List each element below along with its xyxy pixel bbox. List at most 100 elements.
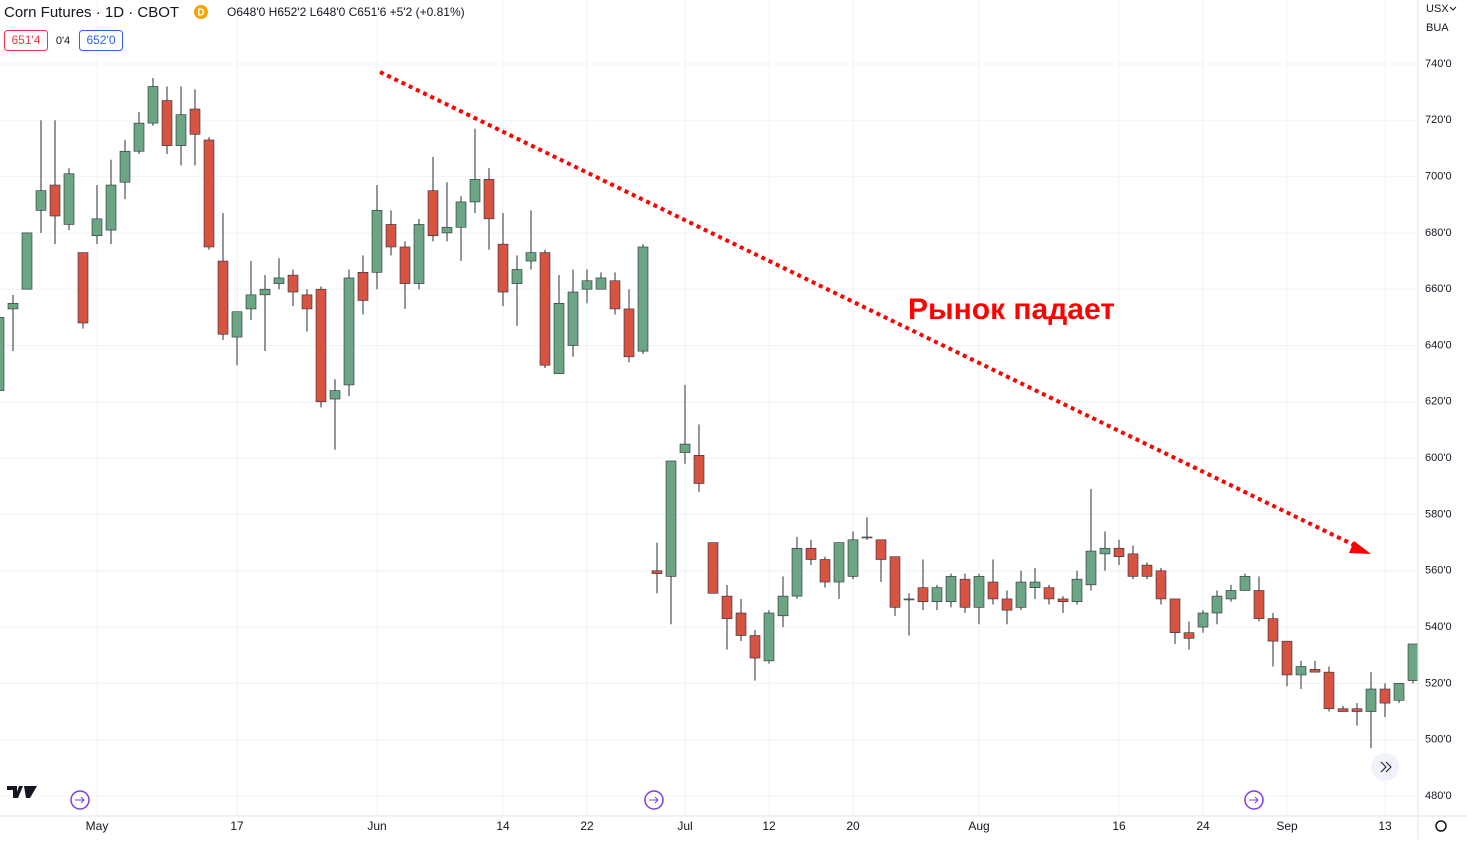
candle-body <box>1211 595 1223 614</box>
candle-body <box>287 274 299 293</box>
y-tick-label: 600'0 <box>1425 452 1452 464</box>
spread: 0'4 <box>56 35 70 47</box>
candle-body <box>49 184 61 217</box>
candle-body <box>231 311 243 338</box>
candle-body <box>903 598 915 601</box>
candle-body <box>1183 632 1195 639</box>
candle-body <box>133 122 145 152</box>
candle-body <box>959 578 971 608</box>
candle-body <box>469 179 481 203</box>
ask: 652'0 <box>87 33 116 47</box>
candle-body <box>525 252 537 262</box>
candle-body <box>77 252 89 324</box>
ohlc-summary: O648'0 H652'2 L648'0 C651'6 +5'2 (+0.81%… <box>227 5 465 19</box>
candle-body <box>1099 547 1111 555</box>
settings-button[interactable] <box>1435 820 1447 832</box>
candle-body <box>497 243 509 293</box>
candle-body <box>245 294 257 310</box>
y-tick-label: 680'0 <box>1425 227 1452 239</box>
y-tick-label: 640'0 <box>1425 339 1452 351</box>
currency-dropdown[interactable] <box>1449 6 1457 11</box>
candle-body <box>623 308 635 358</box>
candle-body <box>721 595 733 619</box>
candle-body <box>1141 564 1153 577</box>
event-arrow <box>1249 796 1259 804</box>
candle-body <box>665 460 677 577</box>
candle-body <box>119 150 131 183</box>
candle-body <box>399 246 411 284</box>
x-tick-label: 24 <box>1196 819 1210 833</box>
candle-body <box>0 317 5 391</box>
candle-body <box>1281 640 1293 676</box>
y-tick-label: 580'0 <box>1425 508 1452 520</box>
x-tick-label: May <box>86 819 109 833</box>
scroll-button[interactable] <box>1371 753 1399 781</box>
candle-body <box>889 556 901 608</box>
candle-body <box>1393 683 1405 701</box>
x-tick-label: 14 <box>496 819 510 833</box>
event-arrow <box>649 796 659 804</box>
candle-body <box>329 390 341 400</box>
x-tick-label: Aug <box>968 819 989 833</box>
candle-body <box>1309 669 1321 673</box>
y-tick-label: 480'0 <box>1425 790 1452 802</box>
arrow-head <box>1349 541 1371 554</box>
candle-body <box>441 226 453 234</box>
x-tick-label: Jun <box>367 819 386 833</box>
candle-body <box>203 139 215 248</box>
grid <box>0 0 1418 816</box>
trend-arrow <box>379 70 1371 554</box>
y-tick-label: 540'0 <box>1425 621 1452 633</box>
candle-body <box>1001 598 1013 611</box>
currency[interactable]: USX <box>1426 3 1449 15</box>
candle-body <box>875 539 887 560</box>
candle-body <box>651 570 663 574</box>
candle-body <box>161 100 173 146</box>
candle-body <box>1155 570 1167 600</box>
candle-body <box>567 291 579 346</box>
candle-body <box>581 280 593 290</box>
candle-body <box>1365 688 1377 712</box>
x-tick-label: 16 <box>1112 819 1126 833</box>
candle-body <box>1169 598 1181 634</box>
chart-title: Corn Futures · 1D · CBOT <box>4 4 179 21</box>
candle-body <box>413 224 425 284</box>
candle-body <box>1197 612 1209 628</box>
bid-box[interactable] <box>4 30 48 51</box>
candle-body <box>175 114 187 146</box>
candle-body <box>315 288 327 403</box>
candle-body <box>483 179 495 220</box>
x-tick-label: 22 <box>580 819 594 833</box>
badge-icon <box>194 5 208 19</box>
candle-body <box>273 277 285 284</box>
candle-body <box>1085 550 1097 586</box>
candle-body <box>1029 581 1041 588</box>
x-tick-label: Sep <box>1276 819 1298 833</box>
candle-body <box>371 210 383 273</box>
candle-body <box>1267 618 1279 642</box>
y-tick-label: 660'0 <box>1425 283 1452 295</box>
logo-shape <box>7 786 37 798</box>
candle-body <box>777 595 789 617</box>
candle-body <box>679 443 691 453</box>
candle-body <box>595 277 607 290</box>
ask-box[interactable] <box>79 30 123 51</box>
candle-body <box>147 86 159 124</box>
candle-body <box>427 190 439 237</box>
candle-body <box>189 108 201 135</box>
candle-body <box>511 269 523 284</box>
y-tick-label: 560'0 <box>1425 565 1452 577</box>
candle-body <box>1015 581 1027 608</box>
candle-body <box>1127 553 1139 577</box>
candle-body <box>21 232 33 290</box>
candle-body <box>861 536 873 539</box>
arrow-line <box>379 70 1359 549</box>
candle-body <box>385 224 397 248</box>
y-tick-label: 620'0 <box>1425 396 1452 408</box>
candle-body <box>217 260 229 335</box>
badge: D <box>197 8 204 19</box>
candle-body <box>693 455 705 484</box>
candle-body <box>1295 666 1307 676</box>
